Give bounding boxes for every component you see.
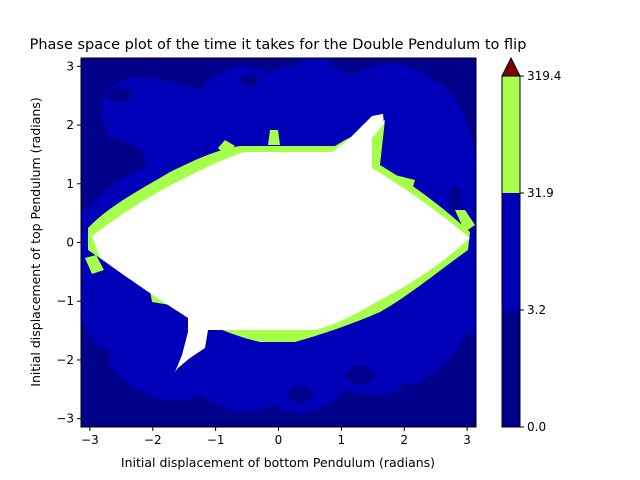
- y-tick-label: 2: [66, 118, 74, 132]
- colorbar-tick-label: 319.4: [527, 69, 561, 83]
- y-axis: −3 −2 −1 0 1 2 3: [56, 59, 81, 426]
- colorbar-segment: [502, 76, 520, 193]
- x-axis-label: Initial displacement of bottom Pendulum …: [121, 455, 435, 470]
- y-tick-label: 3: [66, 59, 74, 73]
- y-tick-label: −3: [56, 412, 74, 426]
- y-tick-label: 0: [66, 236, 74, 250]
- colorbar-tick-label: 0.0: [527, 420, 546, 434]
- y-tick-label: −2: [56, 353, 74, 367]
- plot-area: [81, 58, 476, 427]
- x-tick-label: −3: [81, 433, 99, 447]
- region-no-flip: [92, 114, 470, 372]
- region-dark-holes: [90, 74, 461, 403]
- colorbar: 0.0 3.2 31.9 319.4: [501, 56, 561, 434]
- x-tick-label: 2: [400, 433, 408, 447]
- colorbar-frame: [501, 75, 521, 428]
- colorbar-tick-label: 3.2: [527, 303, 546, 317]
- colorbar-tick-label: 31.9: [527, 186, 554, 200]
- x-tick-label: 1: [338, 433, 346, 447]
- x-tick-label: −2: [144, 433, 162, 447]
- x-tick-label: −1: [207, 433, 225, 447]
- y-tick-label: −1: [56, 294, 74, 308]
- x-axis: −3 −2 −1 0 1 2 3: [81, 427, 471, 447]
- x-tick-label: 3: [463, 433, 471, 447]
- y-tick-label: 1: [66, 177, 74, 191]
- x-tick-label: 0: [275, 433, 283, 447]
- colorbar-segment: [502, 193, 520, 310]
- colorbar-extend-arrow: [501, 56, 521, 77]
- chart-title: Phase space plot of the time it takes fo…: [30, 37, 527, 53]
- y-axis-label: Initial displacement of top Pendulum (ra…: [28, 97, 43, 386]
- colorbar-segment: [502, 310, 520, 427]
